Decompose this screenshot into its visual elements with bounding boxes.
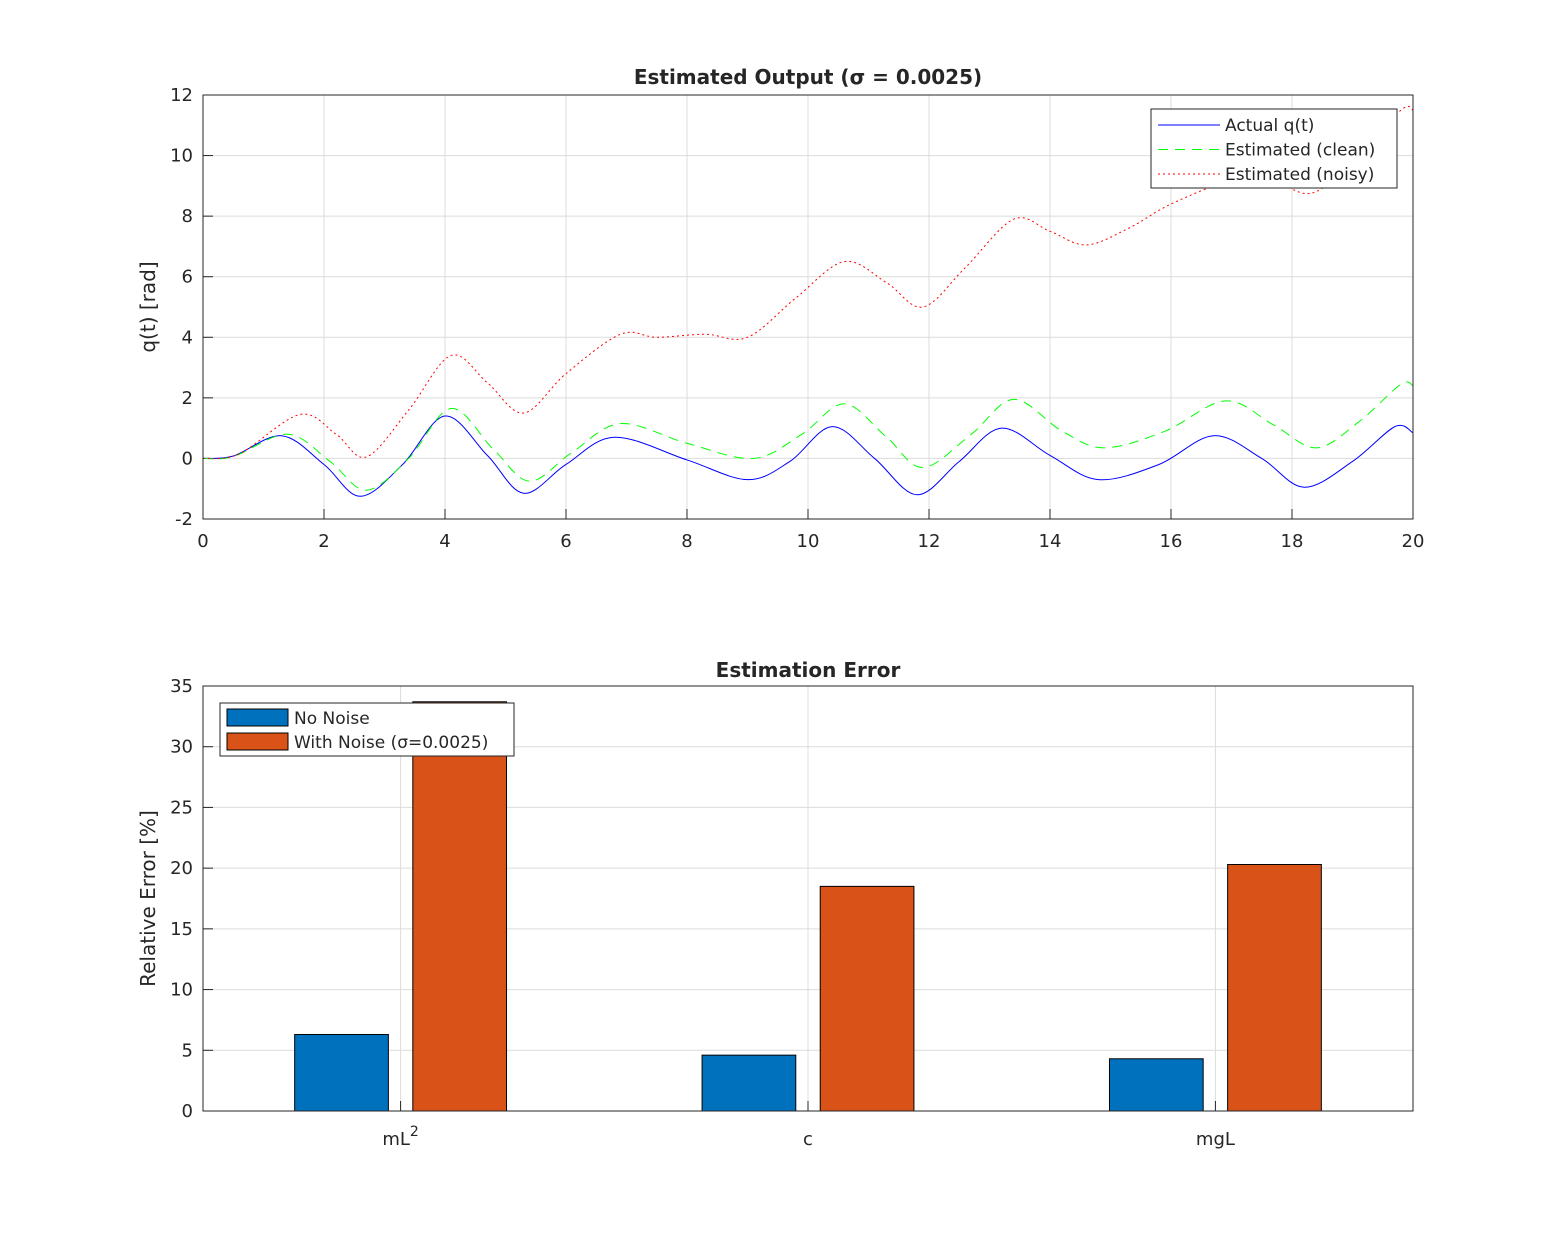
y-tick-label: 6 bbox=[182, 267, 193, 288]
legend-label: Estimated (noisy) bbox=[1225, 165, 1374, 185]
y-axis-label: q(t) [rad] bbox=[136, 261, 160, 352]
y-tick-label: 2 bbox=[182, 388, 193, 409]
x-tick-label: 8 bbox=[681, 531, 692, 552]
y-tick-label: 8 bbox=[182, 206, 193, 227]
chart-title: Estimated Output (σ = 0.0025) bbox=[634, 65, 982, 89]
series-line-0 bbox=[202, 415, 1414, 497]
y-tick-label: 20 bbox=[170, 858, 193, 879]
category-label: c bbox=[803, 1129, 813, 1150]
legend: Actual q(t) Estimated (clean) Estimated (n… bbox=[1150, 108, 1398, 189]
series-line-1 bbox=[202, 381, 1414, 491]
legend-box bbox=[1150, 108, 1398, 189]
x-tick-label: mL2 bbox=[382, 1124, 418, 1150]
x-tick-label: 14 bbox=[1039, 531, 1062, 552]
legend-swatch-1 bbox=[226, 732, 289, 751]
y-tick-label: 35 bbox=[170, 676, 193, 697]
x-tick-label: 18 bbox=[1281, 531, 1304, 552]
x-tick-label: 6 bbox=[560, 531, 571, 552]
y-tick-label: 15 bbox=[170, 919, 193, 940]
y-tick-label: 30 bbox=[170, 737, 193, 758]
x-tick-label: mgL bbox=[1196, 1129, 1235, 1150]
bar-1-1 bbox=[819, 885, 915, 1112]
bar-0-2 bbox=[1108, 1058, 1204, 1112]
bar-0-1 bbox=[701, 1054, 797, 1112]
y-tick-label: -2 bbox=[175, 509, 193, 530]
chart-title: Estimation Error bbox=[716, 658, 901, 682]
bar-1-2 bbox=[1227, 864, 1322, 1112]
x-tick-label: 12 bbox=[918, 531, 941, 552]
x-tick-label: 10 bbox=[797, 531, 820, 552]
legend-label: Estimated (clean) bbox=[1225, 141, 1375, 161]
legend: No Noise With Noise (σ=0.0025) bbox=[219, 702, 515, 757]
category-label: mgL bbox=[1196, 1129, 1235, 1150]
y-tick-label: 10 bbox=[170, 980, 193, 1001]
y-tick-label: 5 bbox=[182, 1040, 193, 1061]
x-tick-label: 2 bbox=[318, 531, 329, 552]
y-tick-label: 0 bbox=[182, 448, 193, 469]
y-tick-label: 4 bbox=[182, 327, 193, 348]
y-tick-label: 12 bbox=[170, 85, 193, 106]
category-label: mL bbox=[382, 1129, 410, 1150]
legend-swatch-0 bbox=[226, 708, 289, 727]
axes-box bbox=[202, 94, 1414, 520]
y-tick-label: 10 bbox=[170, 146, 193, 167]
legend-label: Actual q(t) bbox=[1225, 116, 1314, 136]
y-tick-label: 0 bbox=[182, 1101, 193, 1122]
legend-label: No Noise bbox=[294, 709, 370, 729]
x-tick-label: 20 bbox=[1402, 531, 1425, 552]
axes-box bbox=[202, 685, 1414, 1112]
category-superscript: 2 bbox=[410, 1124, 419, 1140]
bar-0-0 bbox=[294, 1034, 389, 1112]
x-tick-label: c bbox=[803, 1129, 813, 1150]
bar-1-0 bbox=[412, 701, 508, 1112]
error-axes: 0 5 10 15 20 25 30 35 mL2 c mgL Estimation Error Rel… bbox=[136, 658, 1414, 1150]
y-axis-label: Relative Error [%] bbox=[136, 810, 160, 987]
y-tick-label: 25 bbox=[170, 797, 193, 818]
x-tick-label: 16 bbox=[1160, 531, 1183, 552]
x-tick-label: 4 bbox=[439, 531, 450, 552]
legend-label: With Noise (σ=0.0025) bbox=[294, 733, 488, 753]
x-tick-label: 0 bbox=[197, 531, 208, 552]
